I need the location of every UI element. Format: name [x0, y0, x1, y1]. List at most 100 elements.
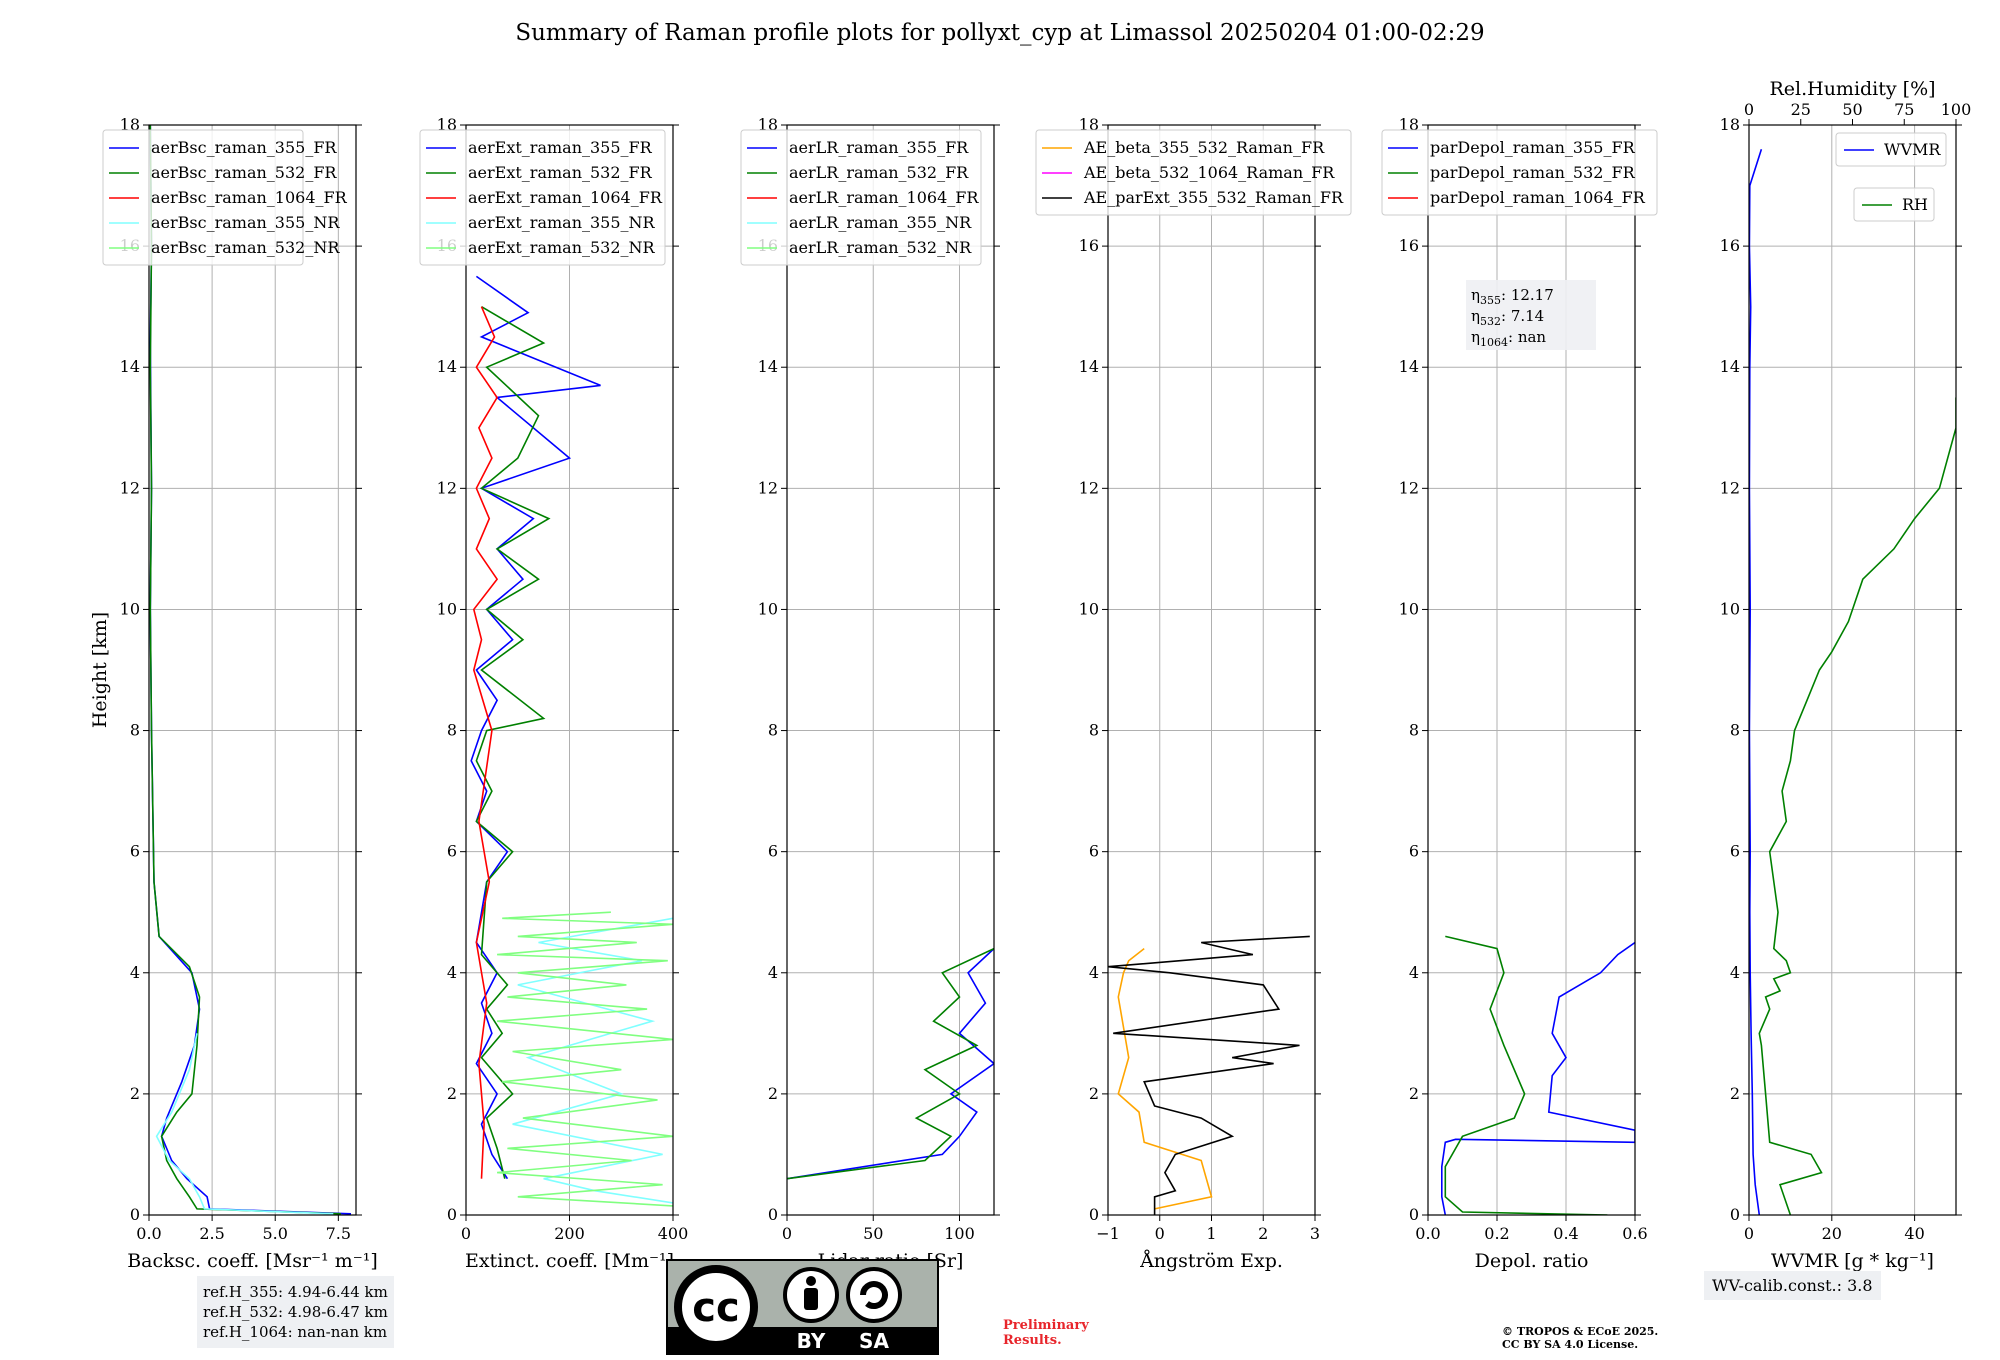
cc-by-label: BY: [797, 1329, 826, 1353]
y-tick-label: 16: [1720, 236, 1740, 255]
y-tick-label: 8: [447, 721, 457, 740]
y-tick-label: 14: [437, 357, 457, 376]
y-tick-label: 18: [1720, 115, 1740, 134]
y-tick-label: 2: [768, 1084, 778, 1103]
preliminary-line-1: Preliminary: [1003, 1318, 1089, 1333]
x-tick-label: 0: [1155, 1224, 1165, 1243]
legend-label: parDepol_raman_532_FR: [1430, 163, 1636, 182]
eta-annotation-box: [1466, 280, 1596, 350]
y-tick-label: 4: [768, 963, 778, 982]
y-tick-label: 0: [768, 1205, 778, 1224]
x-axis-label: Extinct. coeff. [Mm⁻¹]: [465, 1250, 674, 1272]
series-line-aerExt_raman_1064_FR: [472, 306, 499, 1179]
axes-frame: [148, 124, 357, 1216]
y-tick-label: 18: [437, 115, 457, 134]
y-tick-label: 8: [1409, 721, 1419, 740]
series-line-aerExt_raman_532_NR: [497, 911, 673, 1207]
y-tick-label: 0: [130, 1205, 140, 1224]
eta-subscript: 1064: [1480, 336, 1508, 349]
panel-ext: 0246810121416180200400Extinct. coeff. [M…: [419, 115, 689, 1272]
x-tick-label: 100: [944, 1224, 975, 1243]
y-tick-label: 12: [1399, 478, 1419, 497]
x-tick-label: −1: [1096, 1224, 1120, 1243]
series-line-aerBsc_raman_355_NR: [155, 1033, 334, 1215]
y-tick-label: 18: [120, 115, 140, 134]
x-axis-label: Backsc. coeff. [Msr⁻¹ m⁻¹]: [127, 1250, 378, 1272]
eta-value: : 12.17: [1501, 286, 1554, 304]
series-line-aerExt_raman_355_NR: [512, 917, 673, 1204]
legend-label: WVMR: [1884, 140, 1941, 159]
legend-label: aerBsc_raman_532_NR: [151, 238, 340, 257]
y-tick-label: 14: [1399, 357, 1419, 376]
y-axis-label: Height [km]: [89, 612, 111, 728]
panel-depol: 0 2 4 6 8 10 12 14 16 18 0.0 0.2 0.4 0.6 Depol. ratio p…: [1381, 115, 1658, 1272]
legend-label: aerExt_raman_532_NR: [468, 238, 656, 257]
series-line-aerExt_raman_532_FR: [475, 306, 551, 1179]
y-tick-label: 2: [1089, 1084, 1099, 1103]
y-tick-label: 8: [1730, 721, 1740, 740]
cc-by-sa-badge: cc BY SA: [666, 1259, 939, 1355]
y-tick-label: 12: [120, 478, 140, 497]
legend-label: aerLR_raman_355_NR: [789, 213, 972, 232]
x-tick-label: 200: [554, 1224, 585, 1243]
legend-box: [1035, 129, 1352, 216]
legend-label: aerBsc_raman_355_NR: [151, 213, 340, 232]
top-x-tick-label: 50: [1842, 100, 1862, 119]
y-tick-label: 12: [758, 478, 778, 497]
eta-annotation-line: η1064: nan: [1471, 328, 1546, 349]
x-tick-label: 0: [782, 1224, 792, 1243]
axes-frame: [1427, 124, 1636, 1216]
copyright-line-1: © TROPOS & ECoE 2025.: [1502, 1325, 1659, 1338]
y-tick-label: 4: [447, 963, 457, 982]
y-tick-label: 18: [758, 115, 778, 134]
series-line-parDepol_raman_532_FR: [1444, 935, 1608, 1215]
wv-calibration-box: WV-calib.const.: 3.8: [1704, 1271, 1881, 1300]
y-tick-label: 10: [1720, 599, 1740, 618]
x-tick-label: 400: [658, 1224, 689, 1243]
y-tick-label: 0: [1409, 1205, 1419, 1224]
x-tick-label: 0.4: [1553, 1224, 1578, 1243]
eta-symbol: η: [1471, 328, 1480, 346]
legend-label: aerLR_raman_532_FR: [789, 163, 969, 182]
x-tick-label: 20: [1822, 1224, 1842, 1243]
y-tick-label: 14: [758, 357, 778, 376]
x-tick-label: 0.0: [1415, 1224, 1440, 1243]
series-line-aerLR_raman_355_FR: [787, 948, 994, 1180]
copyright-line-2: CC BY SA 4.0 License.: [1502, 1338, 1639, 1351]
y-tick-label: 6: [130, 842, 140, 861]
legend-box: [1835, 132, 1947, 167]
y-tick-label: 8: [768, 721, 778, 740]
x-axis-label: Ångström Exp.: [1139, 1250, 1283, 1272]
legend-label: aerLR_raman_1064_FR: [789, 188, 979, 207]
legend-label: aerBsc_raman_355_FR: [151, 138, 337, 157]
ref-height-355: ref.H_355: 4.94-6.44 km: [203, 1283, 388, 1301]
y-tick-label: 12: [1720, 478, 1740, 497]
ref-height-1064: ref.H_1064: nan-nan km: [203, 1323, 388, 1341]
legend-label: aerLR_raman_355_FR: [789, 138, 969, 157]
series-line-aerExt_raman_355_FR: [470, 275, 601, 1180]
y-tick-label: 0: [1089, 1205, 1099, 1224]
top-x-tick-label: 0: [1744, 100, 1754, 119]
x-axis-label: WVMR [g * kg⁻¹]: [1771, 1250, 1934, 1272]
legend-box: [419, 129, 666, 266]
series-line-aerBsc_raman_532_FR: [149, 125, 341, 1215]
x-tick-label: 0: [461, 1224, 471, 1243]
series-group: [787, 947, 994, 1180]
legend-label: aerExt_raman_355_NR: [468, 213, 656, 232]
reference-height-box: ref.H_355: 4.94-6.44 km ref.H_532: 4.98-…: [197, 1276, 394, 1348]
series-group: [470, 275, 673, 1207]
legend-label: aerExt_raman_355_FR: [468, 138, 653, 157]
legend-label: parDepol_raman_355_FR: [1430, 138, 1636, 157]
eta-annotation-line: η532: 7.14: [1471, 307, 1544, 328]
axes-frame: [786, 124, 995, 1216]
series-group: [1441, 935, 1635, 1215]
y-tick-label: 2: [130, 1084, 140, 1103]
y-tick-label: 8: [130, 721, 140, 740]
x-tick-label: 0.6: [1622, 1224, 1647, 1243]
eta-symbol: η: [1471, 286, 1480, 304]
legend-label: AE_parExt_355_532_Raman_FR: [1083, 188, 1344, 207]
legend-label: AE_beta_532_1064_Raman_FR: [1083, 163, 1335, 182]
legend-box: [1381, 129, 1658, 216]
